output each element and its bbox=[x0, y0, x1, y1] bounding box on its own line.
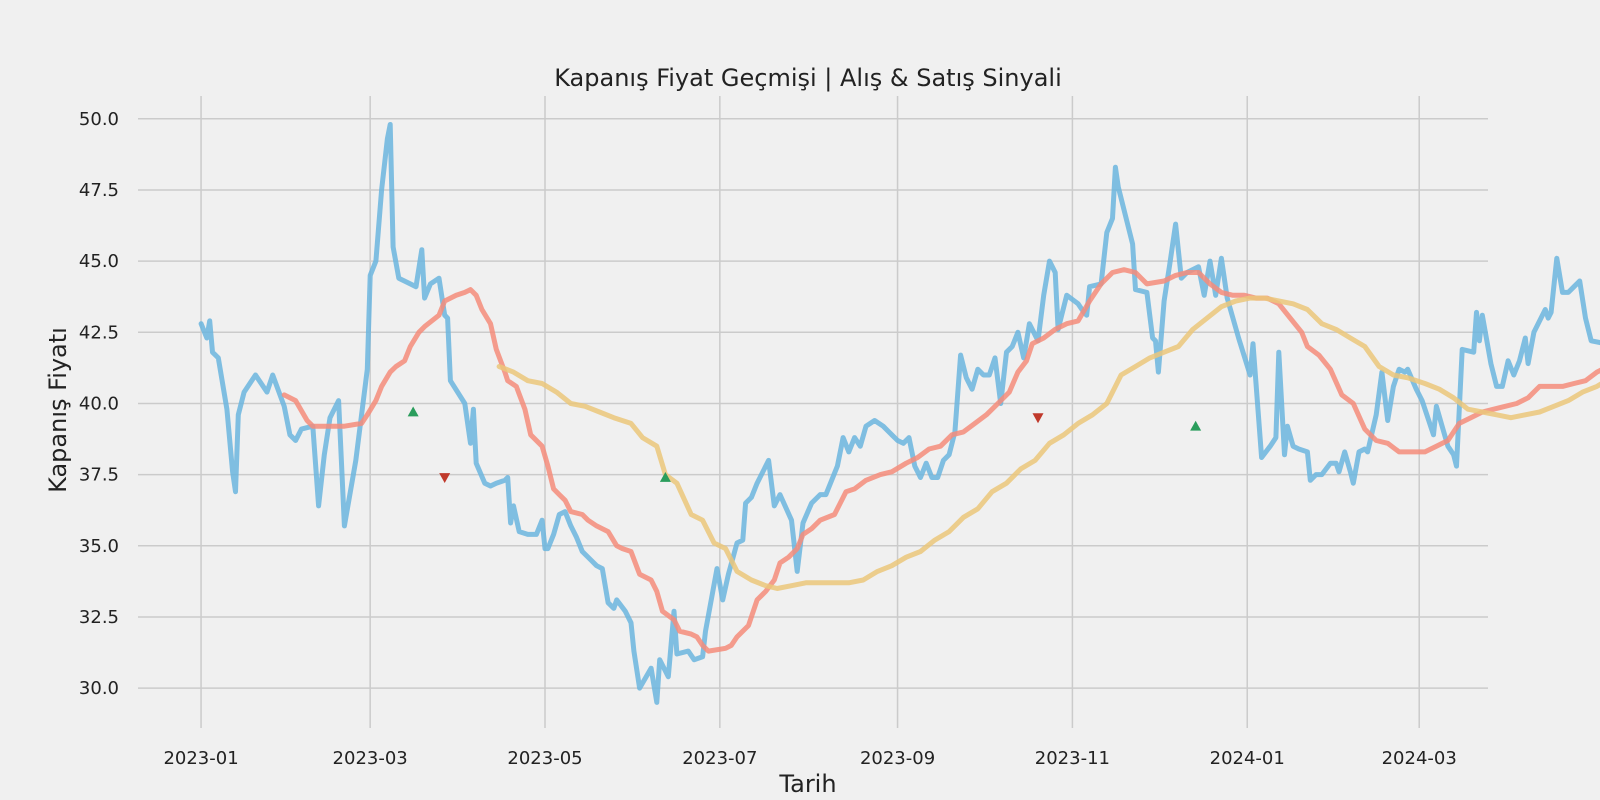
y-tick-label: 32.5 bbox=[79, 607, 119, 628]
y-axis-ticks: 30.0 32.5 35.0 37.5 40.0 42.5 45.0 47.5 50.0 bbox=[79, 109, 119, 699]
x-tick-label: 2023-11 bbox=[1035, 748, 1110, 769]
x-axis-ticks: 2023-01 2023-03 2023-05 2023-07 2023-09 2023-… bbox=[163, 748, 1456, 769]
sell-signal-marker bbox=[439, 473, 451, 483]
signal-layer bbox=[407, 406, 1202, 483]
y-tick-label: 45.0 bbox=[79, 251, 119, 272]
series-line-2 bbox=[496, 295, 1600, 591]
x-tick-label: 2023-03 bbox=[333, 748, 408, 769]
buy-signal-marker bbox=[659, 471, 671, 482]
buy-signal-marker bbox=[407, 406, 419, 417]
buy-signal-marker bbox=[1190, 420, 1202, 431]
y-axis-label: Kapanış Fiyatı bbox=[44, 327, 72, 493]
y-tick-label: 47.5 bbox=[79, 180, 119, 201]
x-axis-label: Tarih bbox=[778, 770, 836, 798]
chart-title: Kapanış Fiyat Geçmişi | Alış & Satış Sin… bbox=[554, 64, 1062, 92]
y-tick-label: 50.0 bbox=[79, 109, 119, 130]
x-tick-label: 2023-01 bbox=[163, 748, 238, 769]
x-tick-label: 2023-07 bbox=[682, 748, 757, 769]
x-tick-label: 2024-03 bbox=[1382, 748, 1457, 769]
series-line-1 bbox=[281, 267, 1600, 654]
y-tick-label: 42.5 bbox=[79, 322, 119, 343]
x-tick-label: 2024-01 bbox=[1210, 748, 1285, 769]
series-layer bbox=[198, 122, 1600, 705]
sell-signal-marker bbox=[1032, 413, 1044, 424]
x-tick-label: 2023-05 bbox=[507, 748, 582, 769]
y-tick-label: 30.0 bbox=[79, 678, 119, 699]
x-tick-label: 2023-09 bbox=[860, 748, 935, 769]
y-tick-label: 40.0 bbox=[79, 393, 119, 414]
y-tick-label: 35.0 bbox=[79, 536, 119, 557]
series-line-0 bbox=[198, 122, 1600, 705]
y-tick-label: 37.5 bbox=[79, 465, 119, 486]
